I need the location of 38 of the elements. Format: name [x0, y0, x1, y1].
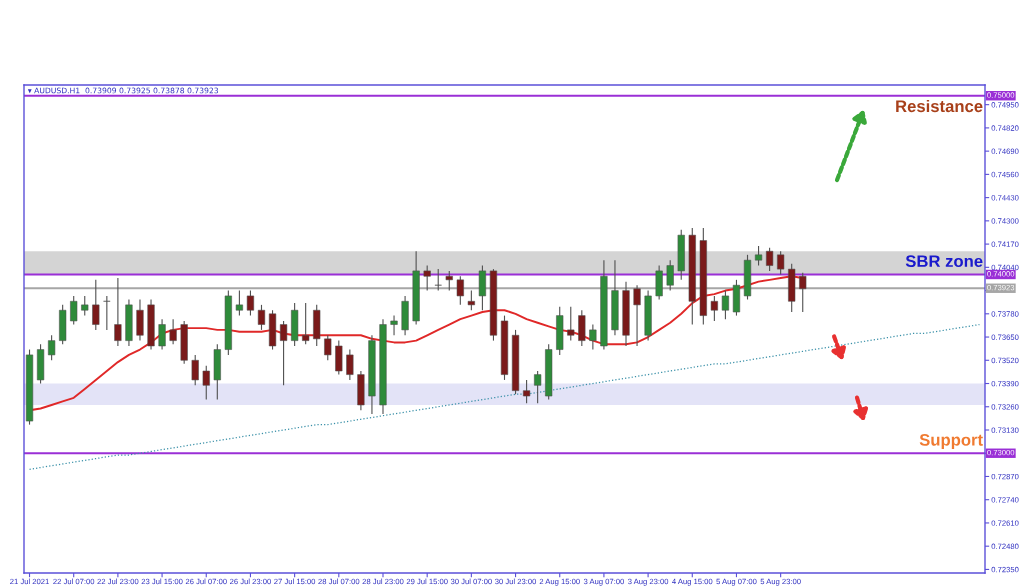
annotation: SBR zone: [905, 255, 983, 268]
candlestick: [246, 290, 255, 317]
candlestick: [633, 284, 641, 347]
candlestick: [754, 245, 763, 267]
candlestick: [48, 334, 56, 361]
candlestick: [279, 320, 288, 386]
candlestick: [721, 290, 730, 320]
candlestick: [445, 270, 453, 292]
candlestick: [257, 304, 266, 331]
candlestick: [202, 365, 210, 401]
candlestick: [235, 290, 243, 317]
candlestick: [302, 302, 310, 345]
candlestick: [710, 295, 718, 322]
candlestick: [567, 306, 575, 342]
candlestick: [799, 272, 807, 313]
candlestick: [81, 295, 89, 317]
candlestick: [589, 323, 597, 351]
candlestick: [777, 250, 785, 276]
annotation: Support: [919, 433, 983, 450]
candlestick: [70, 295, 78, 326]
candlestick: [434, 268, 442, 292]
candlestick: [103, 295, 111, 331]
annotation: Resistance: [896, 99, 983, 113]
candlestick: [523, 379, 531, 404]
candlestick: [467, 290, 475, 311]
candlestick: [158, 318, 166, 351]
candlestick: [766, 247, 774, 272]
candlestick: [191, 354, 199, 386]
candlestick: [423, 264, 431, 292]
candlestick: [534, 370, 542, 404]
candlestick: [324, 334, 332, 361]
candlestick: [666, 259, 674, 292]
candlestick: [169, 318, 177, 345]
candlestick: [92, 279, 100, 331]
candlestick: [456, 275, 464, 306]
candlestick: [114, 277, 122, 347]
candlestick: [346, 349, 354, 381]
candlestick: [390, 315, 398, 336]
